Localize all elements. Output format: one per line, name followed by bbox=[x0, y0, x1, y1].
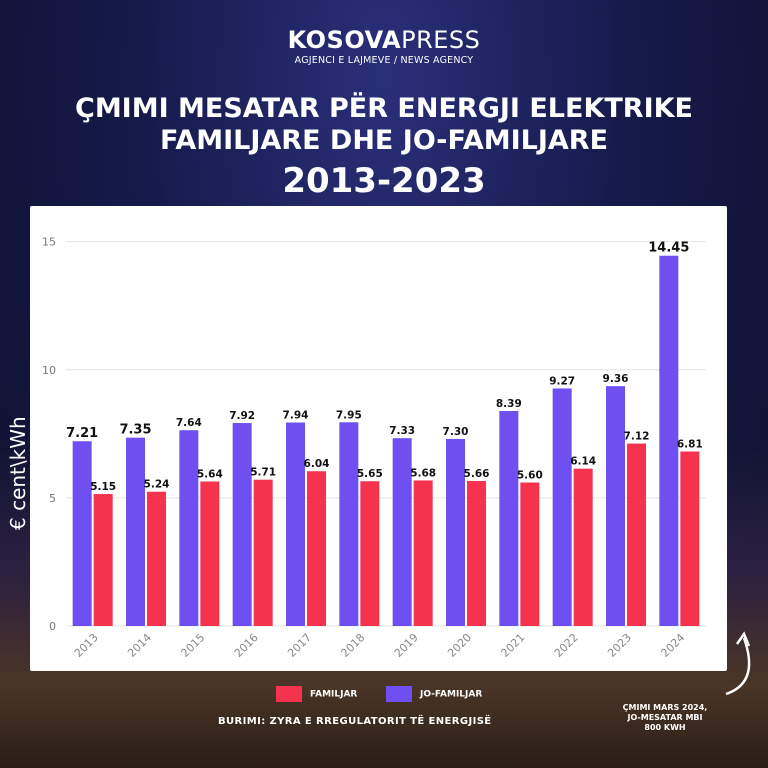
data-label: 7.94 bbox=[283, 410, 309, 422]
y-tick-label: 5 bbox=[49, 492, 56, 505]
data-label: 7.30 bbox=[443, 426, 469, 438]
data-label: 5.65 bbox=[357, 468, 383, 480]
x-tick-label: 2022 bbox=[552, 631, 581, 660]
bar-jo-familjar bbox=[392, 438, 412, 626]
title-line-1: ÇMIMI MESATAR PËR ENERGJI ELEKTRIKE bbox=[75, 93, 693, 124]
legend-item-jo-familjar: JO-FAMILJAR bbox=[386, 686, 482, 702]
data-label: 6.81 bbox=[677, 438, 703, 450]
bar-familjar bbox=[253, 479, 273, 626]
legend-swatch-familjar bbox=[276, 686, 302, 702]
bar-familjar bbox=[307, 471, 326, 626]
bar-familjar bbox=[200, 481, 220, 626]
data-label: 5.66 bbox=[464, 468, 490, 480]
bar-familjar bbox=[93, 494, 113, 626]
x-tick-label: 2016 bbox=[232, 631, 261, 660]
bar-familjar bbox=[573, 468, 593, 626]
data-label: 9.36 bbox=[603, 373, 629, 385]
curved-arrow-icon bbox=[725, 631, 751, 696]
bar-familjar bbox=[360, 481, 380, 626]
x-tick-label: 2024 bbox=[658, 631, 687, 660]
chart-panel: 0 5 10 15 7.21 5.15 2013 7.35 5.24 2014 7.64 5.64 20… bbox=[30, 206, 727, 671]
data-label: 6.04 bbox=[304, 458, 330, 470]
x-tick-label: 2017 bbox=[285, 631, 314, 660]
legend-label-jo-familjar: JO-FAMILJAR bbox=[420, 689, 483, 700]
x-tick-label: 2015 bbox=[178, 631, 207, 660]
bar-jo-familjar bbox=[552, 388, 572, 626]
bar-jo-familjar bbox=[446, 438, 465, 626]
y-tick-label: 10 bbox=[42, 364, 56, 377]
data-label: 9.27 bbox=[549, 375, 575, 387]
bar-chart: 0 5 10 15 7.21 5.15 2013 7.35 5.24 2014 7.64 5.64 20… bbox=[42, 236, 706, 660]
data-label: 14.45 bbox=[648, 241, 689, 256]
bar-jo-familjar bbox=[659, 255, 679, 626]
legend-swatch-jo-familjar bbox=[386, 686, 412, 702]
title-line-2: FAMILJARE DHE JO-FAMILJARE bbox=[159, 125, 609, 156]
x-tick-label: 2020 bbox=[445, 631, 474, 660]
legend-label-familjar: FAMILJAR bbox=[310, 689, 358, 700]
y-axis-label: € cent\kWh bbox=[6, 416, 30, 530]
bar-jo-familjar bbox=[339, 422, 359, 626]
note-line-1: ÇMIMI MARS 2024, bbox=[622, 703, 708, 712]
brand-tagline: AGJENCI E LAJMEVE / NEWS AGENCY bbox=[294, 55, 474, 66]
x-tick-label: 2021 bbox=[498, 631, 527, 660]
data-label: 5.71 bbox=[250, 467, 276, 479]
bar-familjar bbox=[680, 451, 700, 626]
bar-jo-familjar bbox=[232, 423, 252, 626]
note-line-3: 800 KWH bbox=[644, 723, 686, 732]
bar-jo-familjar bbox=[179, 430, 199, 626]
bar-familjar bbox=[627, 443, 646, 626]
data-label: 7.64 bbox=[176, 417, 202, 429]
legend-item-familjar: FAMILJAR bbox=[276, 686, 357, 702]
bar-familjar bbox=[520, 482, 540, 626]
x-tick-label: 2023 bbox=[605, 631, 634, 660]
x-tick-label: 2018 bbox=[338, 631, 367, 660]
chart-title: ÇMIMI MESATAR PËR ENERGJI ELEKTRIKE FAMI… bbox=[0, 93, 768, 203]
x-tick-label: 2019 bbox=[392, 631, 421, 660]
bar-jo-familjar bbox=[286, 422, 305, 626]
data-label: 8.39 bbox=[496, 398, 522, 410]
data-label: 6.14 bbox=[570, 456, 596, 468]
bar-familjar bbox=[467, 480, 486, 626]
brand-name: KOSOVAPRESS bbox=[287, 26, 481, 54]
data-label: 5.15 bbox=[90, 481, 116, 493]
y-axis-label-wrap: € cent\kWh bbox=[6, 416, 30, 570]
data-label: 5.60 bbox=[517, 470, 543, 482]
y-tick-label: 15 bbox=[42, 236, 56, 249]
note-line-2: JO-MESATAR MBI bbox=[627, 713, 703, 722]
title-years: 2013-2023 bbox=[282, 161, 486, 201]
data-label: 7.33 bbox=[389, 425, 415, 437]
bar-jo-familjar bbox=[72, 441, 92, 626]
brand-logo: KOSOVAPRESS AGJENCI E LAJMEVE / NEWS AGE… bbox=[0, 26, 768, 66]
data-label: 7.95 bbox=[336, 409, 362, 421]
bar-jo-familjar bbox=[126, 437, 145, 626]
bar-jo-familjar bbox=[499, 411, 519, 626]
y-tick-label: 0 bbox=[49, 620, 56, 633]
x-tick-label: 2014 bbox=[125, 631, 154, 660]
data-label: 5.68 bbox=[410, 467, 436, 479]
data-label: 7.35 bbox=[119, 423, 151, 438]
source-text: BURIMI: ZYRA E RREGULATORIT TË ENERGJISË bbox=[218, 716, 492, 727]
x-tick-label: 2013 bbox=[72, 631, 101, 660]
data-label: 7.21 bbox=[66, 426, 98, 441]
bar-familjar bbox=[147, 491, 166, 626]
bar-jo-familjar bbox=[606, 386, 625, 626]
bar-familjar bbox=[413, 480, 433, 626]
data-label: 5.24 bbox=[144, 479, 170, 491]
data-label: 5.64 bbox=[197, 468, 223, 480]
note-text: ÇMIMI MARS 2024, JO-MESATAR MBI 800 KWH bbox=[590, 703, 740, 733]
data-label: 7.12 bbox=[624, 431, 650, 443]
data-label: 7.92 bbox=[229, 410, 255, 422]
